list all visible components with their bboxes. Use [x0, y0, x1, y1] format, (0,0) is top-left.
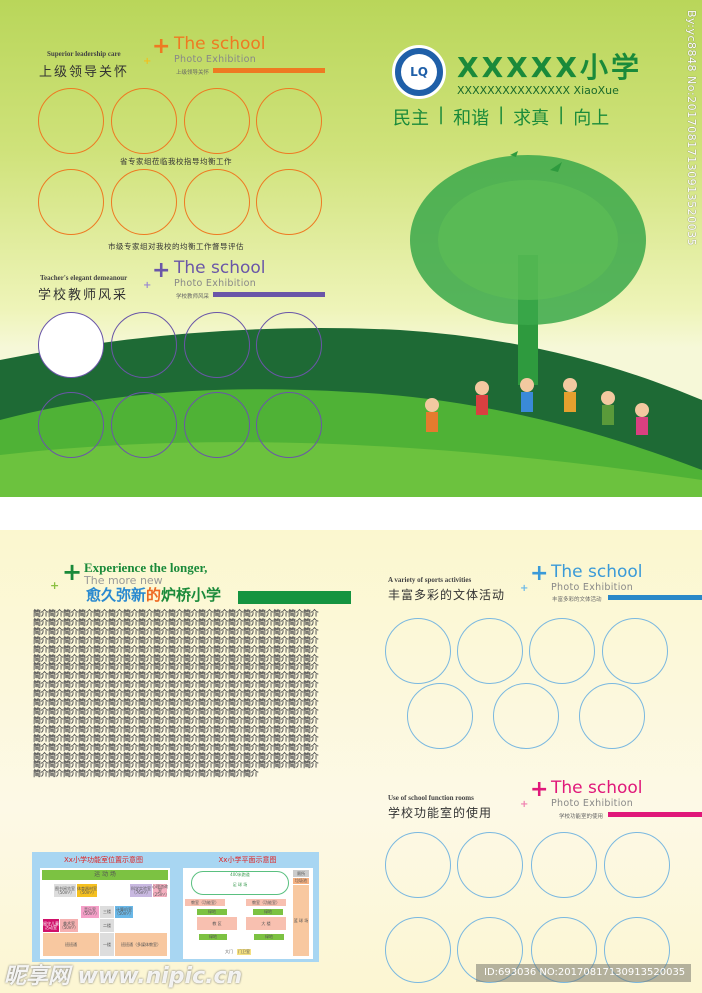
- photo-placeholder: [457, 917, 523, 983]
- function-room-map: 运 动 场 图书阅览室（50m²） 体育器材室（50m²） 科学实验室（76m²…: [40, 868, 170, 959]
- photo-placeholder: [385, 832, 451, 898]
- plus-icon: +: [62, 558, 83, 586]
- photo-placeholder: [407, 683, 473, 749]
- section-tag: 学校功能室的使用: [559, 814, 604, 820]
- side-watermark: By:yc8848 No:20170817130913520035: [685, 10, 698, 247]
- photo-placeholder: [111, 88, 177, 154]
- intro-heading-cn: 愈久弥新的炉桥小学: [86, 588, 222, 604]
- section-title: The school: [174, 34, 266, 54]
- plus-icon: +: [152, 258, 171, 283]
- map2-title: Xx小学平面示意图: [218, 856, 277, 864]
- accent-bar: [608, 812, 702, 817]
- teachers-heading: 学校教师风采: [38, 287, 129, 302]
- section-title: The school: [551, 778, 643, 798]
- photo-placeholder: [529, 618, 595, 684]
- plus-icon: +: [520, 799, 529, 810]
- photo-placeholder: [256, 169, 322, 235]
- rooms-subtitle-en: Use of school function rooms: [388, 794, 474, 802]
- photo-placeholder: [457, 832, 523, 898]
- sports-subtitle-en: A variety of sports activities: [388, 576, 472, 584]
- accent-bar: [213, 292, 325, 297]
- photo-placeholder: [38, 88, 104, 154]
- photo-placeholder: [184, 392, 250, 458]
- intro-body-text: 简介简介简介简介简介简介简介简介简介简介简介简介简介简介简介简介简介简介简介简介…: [33, 609, 319, 779]
- section-subtitle: Photo Exhibition: [551, 582, 634, 593]
- leadership-heading: 上级领导关怀: [39, 64, 130, 79]
- inner-page: + + Experience the longer, The more new …: [0, 530, 702, 993]
- photo-placeholder: [184, 312, 250, 378]
- section-tag: 学校教师风采: [176, 294, 210, 300]
- caption-municipal: 市级专家组对我校的均衡工作督导评估: [108, 242, 244, 251]
- section-subtitle: Photo Exhibition: [174, 54, 257, 65]
- intro-subheading-en: The more new: [84, 574, 163, 587]
- photo-placeholder: [602, 618, 668, 684]
- photo-placeholder: [111, 392, 177, 458]
- plus-icon: +: [50, 579, 60, 592]
- photo-placeholder: [531, 832, 597, 898]
- plus-icon: +: [152, 34, 171, 59]
- section-title: The school: [551, 562, 643, 582]
- photo-placeholder: [385, 917, 451, 983]
- photo-placeholder: [493, 683, 559, 749]
- intro-heading-en: Experience the longer,: [84, 560, 208, 575]
- photo-placeholder: [38, 392, 104, 458]
- cover-page: Superior leadership care 上级领导关怀 + + The …: [0, 0, 702, 497]
- photo-placeholder: [579, 683, 645, 749]
- accent-bar: [213, 68, 325, 73]
- rooms-heading: 学校功能室的使用: [388, 806, 493, 820]
- photo-placeholder: [457, 618, 523, 684]
- photo-placeholder: [604, 917, 670, 983]
- photo-placeholder: [256, 312, 322, 378]
- section-subtitle: Photo Exhibition: [174, 278, 257, 289]
- photo-placeholder: [531, 917, 597, 983]
- photo-placeholder: [256, 392, 322, 458]
- school-motto: 民主 | 和谐 | 求真 | 向上: [393, 104, 610, 129]
- plus-icon: +: [520, 583, 529, 594]
- photo-placeholder: [604, 832, 670, 898]
- teachers-subtitle-en: Teacher's elegant demeanour: [40, 274, 128, 282]
- section-title: The school: [174, 258, 266, 278]
- children-illustration: [425, 378, 649, 435]
- sports-heading: 丰富多彩的文体活动: [388, 588, 506, 602]
- section-subtitle: Photo Exhibition: [551, 798, 634, 809]
- id-watermark: ID:693036 NO:20170817130913520035: [476, 964, 691, 982]
- plus-icon: +: [530, 561, 549, 586]
- caption-provincial: 省专家组莅临我校指导均衡工作: [120, 157, 232, 166]
- photo-placeholder: [38, 169, 104, 235]
- accent-bar: [608, 595, 702, 600]
- plus-icon: +: [530, 777, 549, 802]
- photo-placeholder: [256, 88, 322, 154]
- photo-placeholder: [111, 169, 177, 235]
- school-name-en: XXXXXXXXXXXXXXX XiaoXue: [457, 84, 619, 97]
- photo-placeholder: [184, 88, 250, 154]
- campus-map: 400米跑道 足 球 场 教室（功能室） 教室（功能室） 绿地 绿地 教 区 大…: [183, 868, 313, 959]
- site-watermark: 昵享网 www.nipic.cn: [4, 964, 243, 989]
- school-logo: LQ: [392, 45, 446, 99]
- floor-plans: Xx小学功能室位置示意图 运 动 场 图书阅览室（50m²） 体育器材室（50m…: [32, 852, 319, 962]
- plus-icon: +: [143, 56, 152, 67]
- section-tag: 丰富多彩的文体活动: [552, 597, 602, 603]
- photo-placeholder: [385, 618, 451, 684]
- accent-bar: [238, 591, 351, 604]
- map1-title: Xx小学功能室位置示意图: [64, 856, 143, 864]
- photo-placeholder: [111, 312, 177, 378]
- photo-placeholder: [184, 169, 250, 235]
- school-name: XXXXX小学: [457, 51, 642, 84]
- tree-illustration: [410, 151, 646, 385]
- leadership-subtitle-en: Superior leadership care: [47, 50, 121, 58]
- plus-icon: +: [143, 280, 152, 291]
- section-tag: 上级领导关怀: [176, 70, 210, 76]
- photo-placeholder: [38, 312, 104, 378]
